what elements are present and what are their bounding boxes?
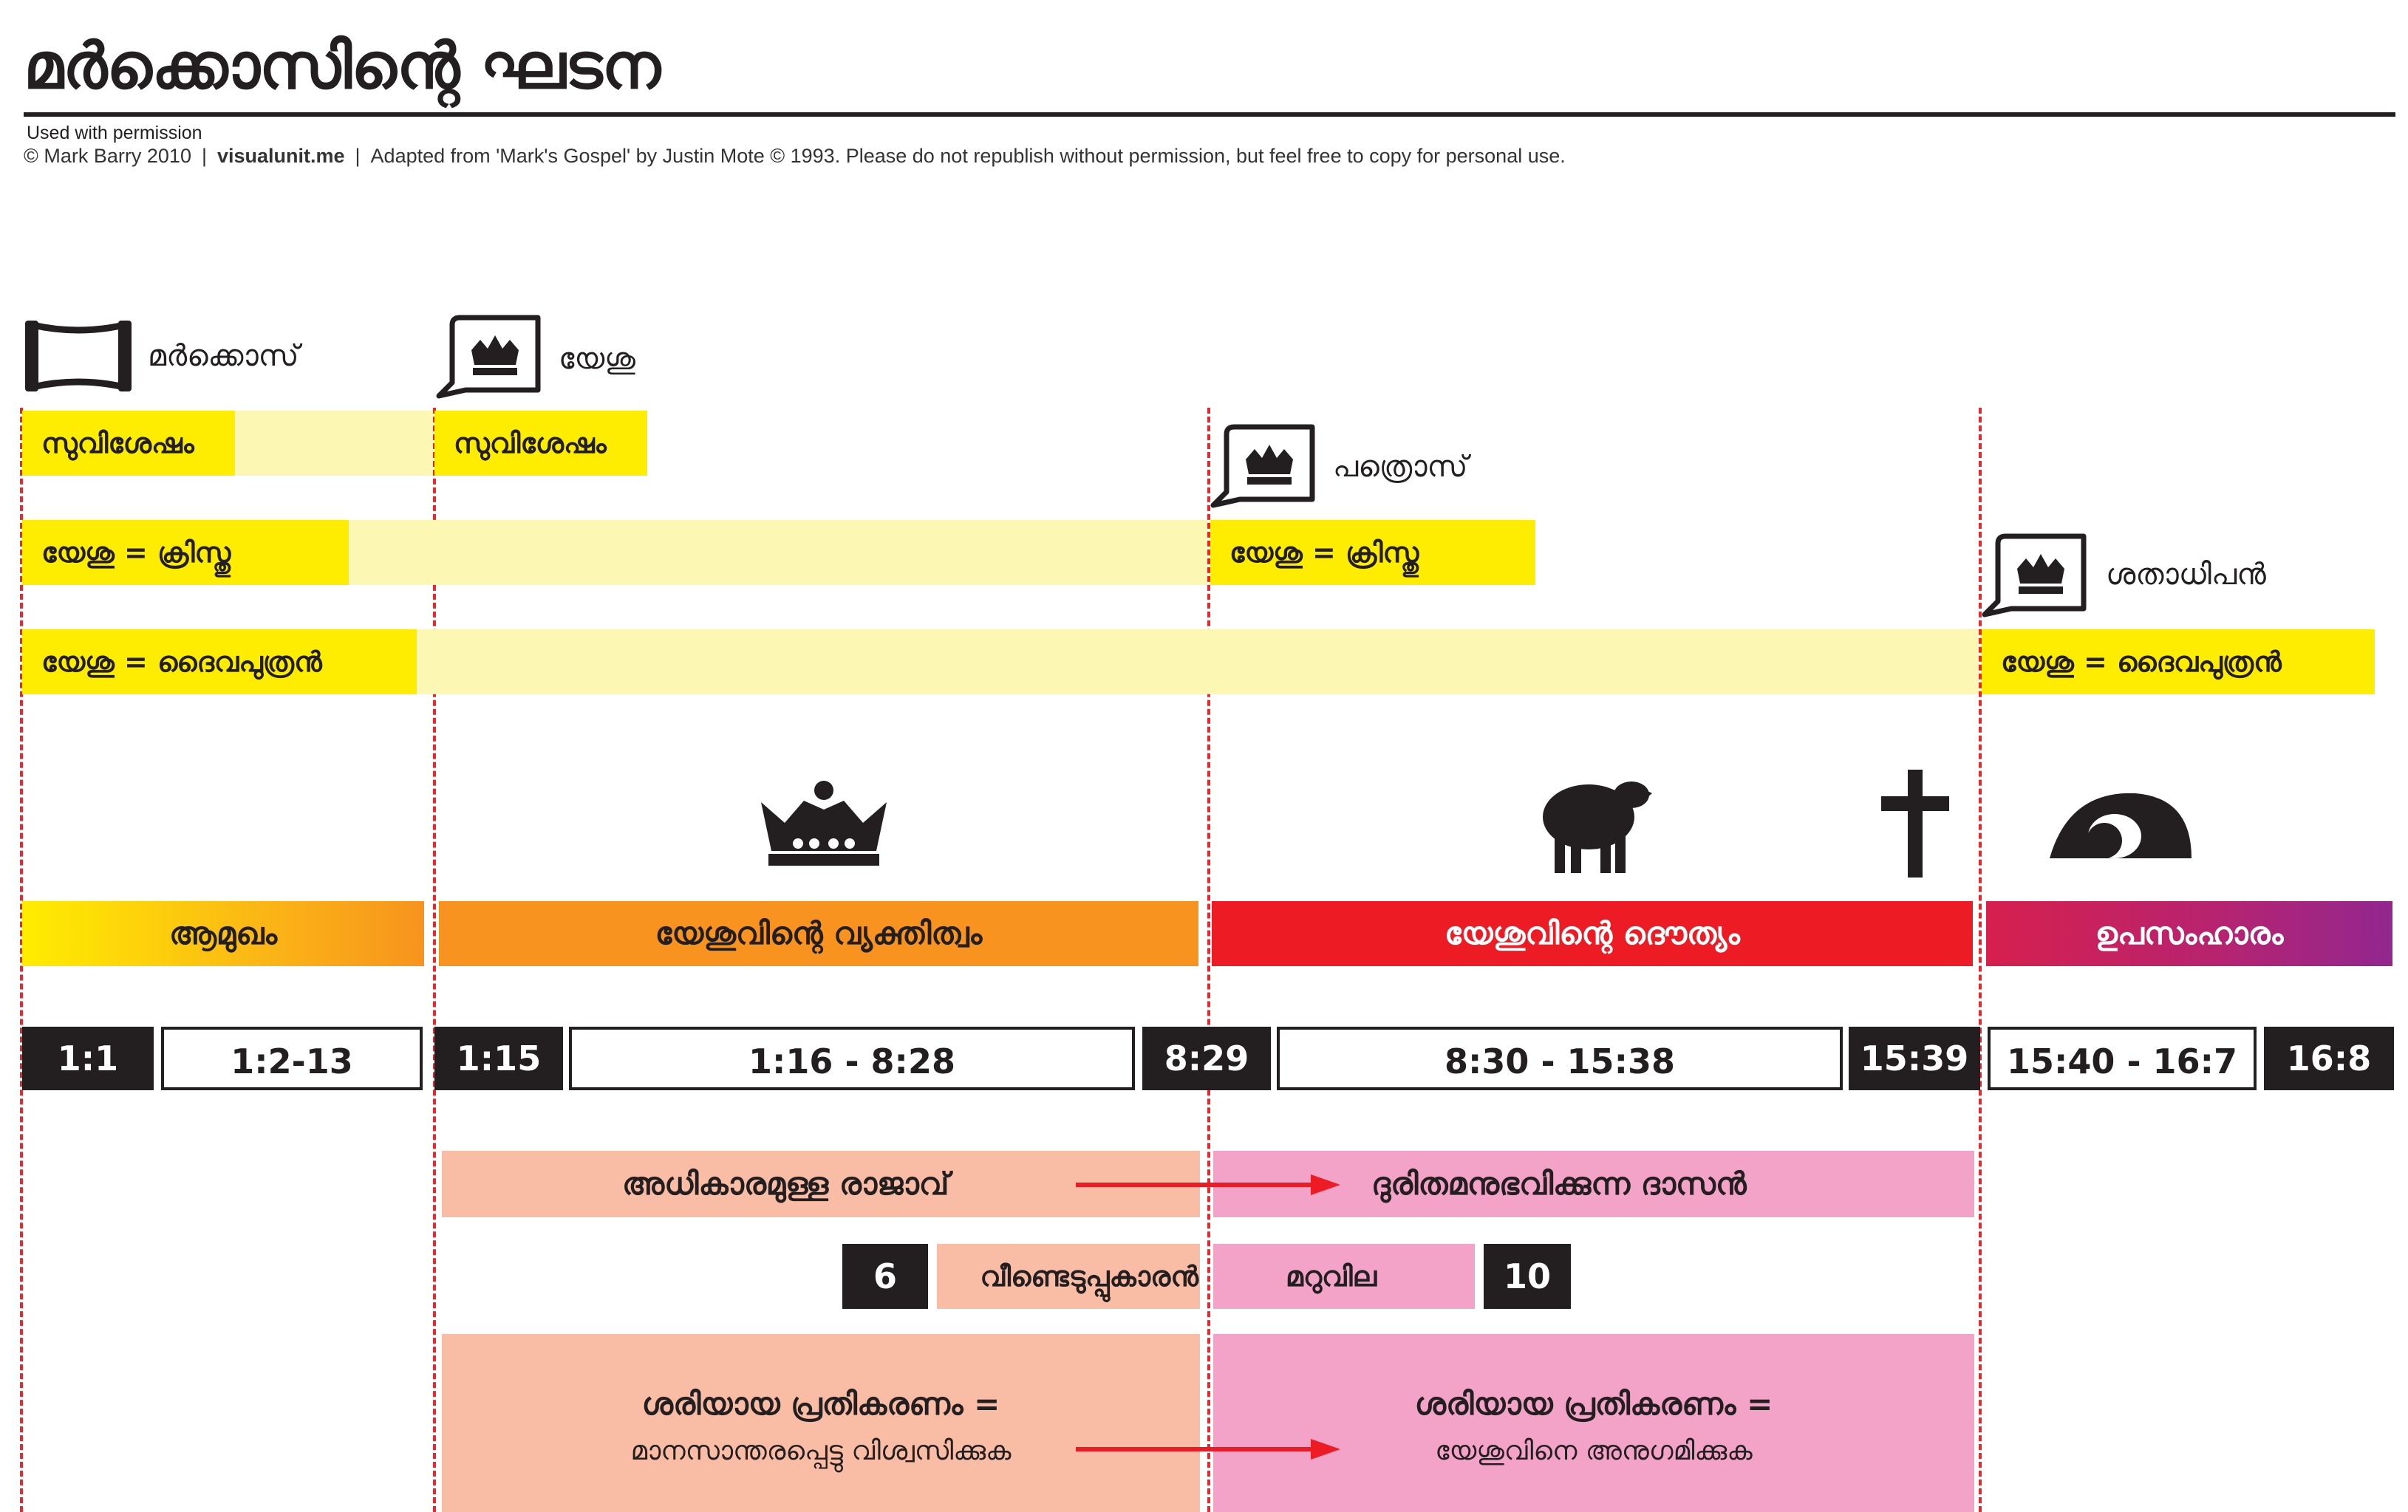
section-mission: യേശുവിന്റെ ദൌത്യം bbox=[1212, 901, 1973, 966]
gospel-box-jesus: സുവിശേഷം bbox=[434, 411, 647, 476]
response-title: ശരിയായ പ്രതികരണം = bbox=[641, 1386, 1000, 1422]
reference-15-39: 15:39 bbox=[1849, 1027, 1980, 1090]
chapter-10-badge: 10 bbox=[1484, 1244, 1571, 1309]
divider-line-jesus bbox=[433, 408, 436, 1512]
section-introduction: ആമുഖം bbox=[22, 901, 424, 966]
reference-8-30-15-38: 8:30 - 15:38 bbox=[1277, 1027, 1843, 1090]
response-follow: ശരിയായ പ്രതികരണം = യേശുവിനെ അനുഗമിക്കുക bbox=[1213, 1334, 1974, 1512]
speech-crown-icon bbox=[1210, 424, 1315, 508]
response-follow-text: യേശുവിനെ അനുഗമിക്കുക bbox=[1435, 1436, 1753, 1466]
reference-1-16-8-28: 1:16 - 8:28 bbox=[569, 1027, 1135, 1090]
lamb-icon bbox=[1543, 781, 1652, 873]
theme-ransomer: വീണ്ടെടുപ്പുകാരൻ bbox=[937, 1244, 1200, 1309]
theme-king: അധികാരമുള്ള രാജാവ് bbox=[442, 1151, 1200, 1217]
reference-16-8: 16:8 bbox=[2264, 1027, 2394, 1090]
separator: | bbox=[355, 145, 361, 167]
reference-1-15: 1:15 bbox=[434, 1027, 563, 1090]
chapter-6-badge: 6 bbox=[842, 1244, 928, 1309]
cross-icon bbox=[1881, 770, 1949, 878]
site-link[interactable]: visualunit.me bbox=[216, 145, 345, 167]
reference-15-40-16-7: 15:40 - 16:7 bbox=[1988, 1027, 2257, 1090]
speech-crown-icon bbox=[1982, 533, 2087, 618]
theme-servant: ദുരിതമനുഭവിക്കുന്ന ദാസൻ bbox=[1213, 1151, 1974, 1217]
response-title: ശരിയായ പ്രതികരണം = bbox=[1414, 1386, 1773, 1422]
scroll-icon bbox=[25, 321, 132, 391]
response-repent-text: മാനസാന്തരപ്പെട്ടു വിശ്വസിക്കുക bbox=[630, 1436, 1012, 1466]
section-conclusion: ഉപസംഹാരം bbox=[1986, 901, 2392, 966]
reference-1-2-13: 1:2-13 bbox=[161, 1027, 423, 1090]
copyright-text: © Mark Barry 2010 bbox=[24, 145, 191, 167]
gospel-box-mark: സുവിശേഷം bbox=[22, 411, 235, 476]
reference-8-29: 8:29 bbox=[1142, 1027, 1271, 1090]
christ-box-peter: യേശു = ക്രിസ്തു bbox=[1210, 520, 1535, 585]
divider-line-intro bbox=[20, 408, 23, 1512]
credit-text: Adapted from 'Mark's Gospel' by Justin M… bbox=[370, 145, 1566, 167]
speaker-label-centurion: ശതാധിപൻ bbox=[2106, 558, 2266, 592]
section-identity: യേശുവിന്റെ വ്യക്തിത്വം bbox=[439, 901, 1198, 966]
reference-1-1: 1:1 bbox=[22, 1027, 154, 1090]
response-repent: ശരിയായ പ്രതികരണം = മാനസാന്തരപ്പെട്ടു വിശ… bbox=[442, 1334, 1200, 1512]
divider-line-peter bbox=[1207, 408, 1210, 1512]
son-of-god-box-centurion: യേശു = ദൈവപുത്രൻ bbox=[1982, 629, 2375, 694]
divider-line-centurion bbox=[1979, 408, 1982, 1512]
separator: | bbox=[201, 145, 207, 167]
christ-box-mark: യേശു = ക്രിസ്തു bbox=[22, 520, 349, 585]
son-of-god-box-mark: യേശു = ദൈവപുത്രൻ bbox=[22, 629, 417, 694]
page-title: മർക്കൊസിന്റെ ഘടന bbox=[24, 30, 661, 103]
title-rule bbox=[24, 112, 2395, 117]
speech-crown-icon bbox=[436, 315, 541, 399]
theme-ransom: മറുവില bbox=[1213, 1244, 1475, 1309]
permission-note: Used with permission bbox=[27, 123, 202, 143]
arrow-icon bbox=[1076, 1174, 1340, 1195]
credit-line: © Mark Barry 2010 | visualunit.me | Adapted … bbox=[24, 145, 1566, 168]
empty-tomb-icon bbox=[2050, 793, 2192, 858]
arrow-icon bbox=[1076, 1439, 1340, 1460]
speaker-label-mark: മർക്കൊസ് bbox=[148, 339, 299, 373]
speaker-label-peter: പത്രൊസ് bbox=[1333, 450, 1468, 484]
crown-icon bbox=[761, 781, 887, 866]
speaker-label-jesus: യേശു bbox=[559, 342, 635, 376]
